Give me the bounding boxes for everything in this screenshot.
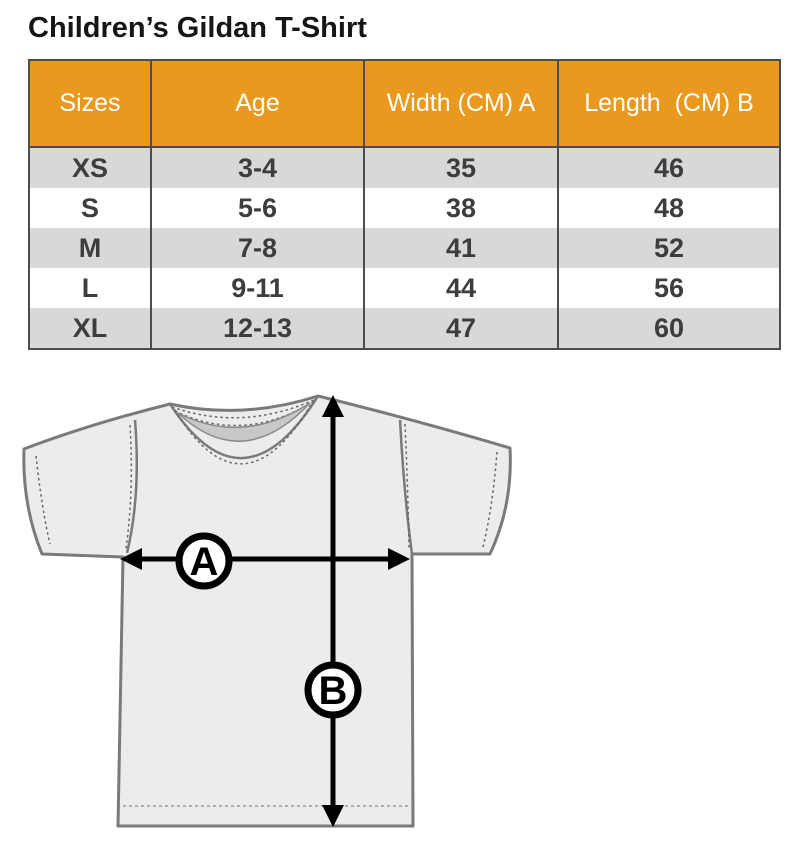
size-cell: L xyxy=(28,268,152,308)
sleeve-seam-right xyxy=(398,419,414,555)
size-table: Sizes Age Width (CM) A Length (CM) B XS … xyxy=(28,59,781,350)
arrowhead-left xyxy=(120,548,142,570)
age-cell: 7-8 xyxy=(150,228,365,268)
page-title: Children’s Gildan T-Shirt xyxy=(28,12,367,44)
collar-front-seam xyxy=(168,395,320,460)
sleeve-seam-left-stitch xyxy=(125,424,133,550)
size-cell: S xyxy=(28,188,152,228)
width-cell: 41 xyxy=(363,228,559,268)
length-cell: 52 xyxy=(557,228,781,268)
length-arrow xyxy=(322,395,344,827)
length-cell: 60 xyxy=(557,308,781,349)
length-label-badge: B xyxy=(304,661,362,719)
age-cell: 9-11 xyxy=(150,268,365,308)
sleeve-seam-right-stitch xyxy=(404,423,410,549)
size-cell: XS xyxy=(28,147,152,188)
age-cell: 5-6 xyxy=(150,188,365,228)
tshirt-measurement-diagram: A B xyxy=(22,394,512,828)
col-header-width: Width (CM) A xyxy=(363,60,559,148)
table-row: M 7-8 41 52 xyxy=(28,228,781,268)
sleeve-seam-left xyxy=(125,419,139,554)
width-label-badge: A xyxy=(175,532,233,590)
width-cell: 47 xyxy=(363,308,559,349)
collar-inner-opening xyxy=(177,402,311,442)
width-cell: 44 xyxy=(363,268,559,308)
width-cell: 35 xyxy=(363,147,559,188)
sleeve-cuff-stitch-right xyxy=(482,451,498,548)
length-label: B xyxy=(319,669,348,713)
table-row: XL 12-13 47 60 xyxy=(28,308,781,349)
age-cell: 3-4 xyxy=(150,147,365,188)
col-header-length: Length (CM) B xyxy=(557,60,781,148)
table-row: S 5-6 38 48 xyxy=(28,188,781,228)
col-header-sizes: Sizes xyxy=(28,60,152,148)
size-cell: M xyxy=(28,228,152,268)
col-header-age: Age xyxy=(150,60,365,148)
collar-seam-stitch xyxy=(174,400,314,465)
width-cell: 38 xyxy=(363,188,559,228)
length-cell: 46 xyxy=(557,147,781,188)
collar-top-stitch-2 xyxy=(174,401,314,427)
width-label: A xyxy=(190,540,219,584)
arrowhead-up xyxy=(322,395,344,417)
table-row: L 9-11 44 56 xyxy=(28,268,781,308)
collar-top-stitch-1 xyxy=(171,398,317,419)
arrowhead-right xyxy=(388,548,410,570)
table-row: XS 3-4 35 46 xyxy=(28,147,781,188)
size-cell: XL xyxy=(28,308,152,349)
length-cell: 48 xyxy=(557,188,781,228)
age-cell: 12-13 xyxy=(150,308,365,349)
table-header-row: Sizes Age Width (CM) A Length (CM) B xyxy=(28,60,781,148)
tshirt-outline xyxy=(22,394,512,828)
length-cell: 56 xyxy=(557,268,781,308)
arrowhead-down xyxy=(322,805,344,827)
